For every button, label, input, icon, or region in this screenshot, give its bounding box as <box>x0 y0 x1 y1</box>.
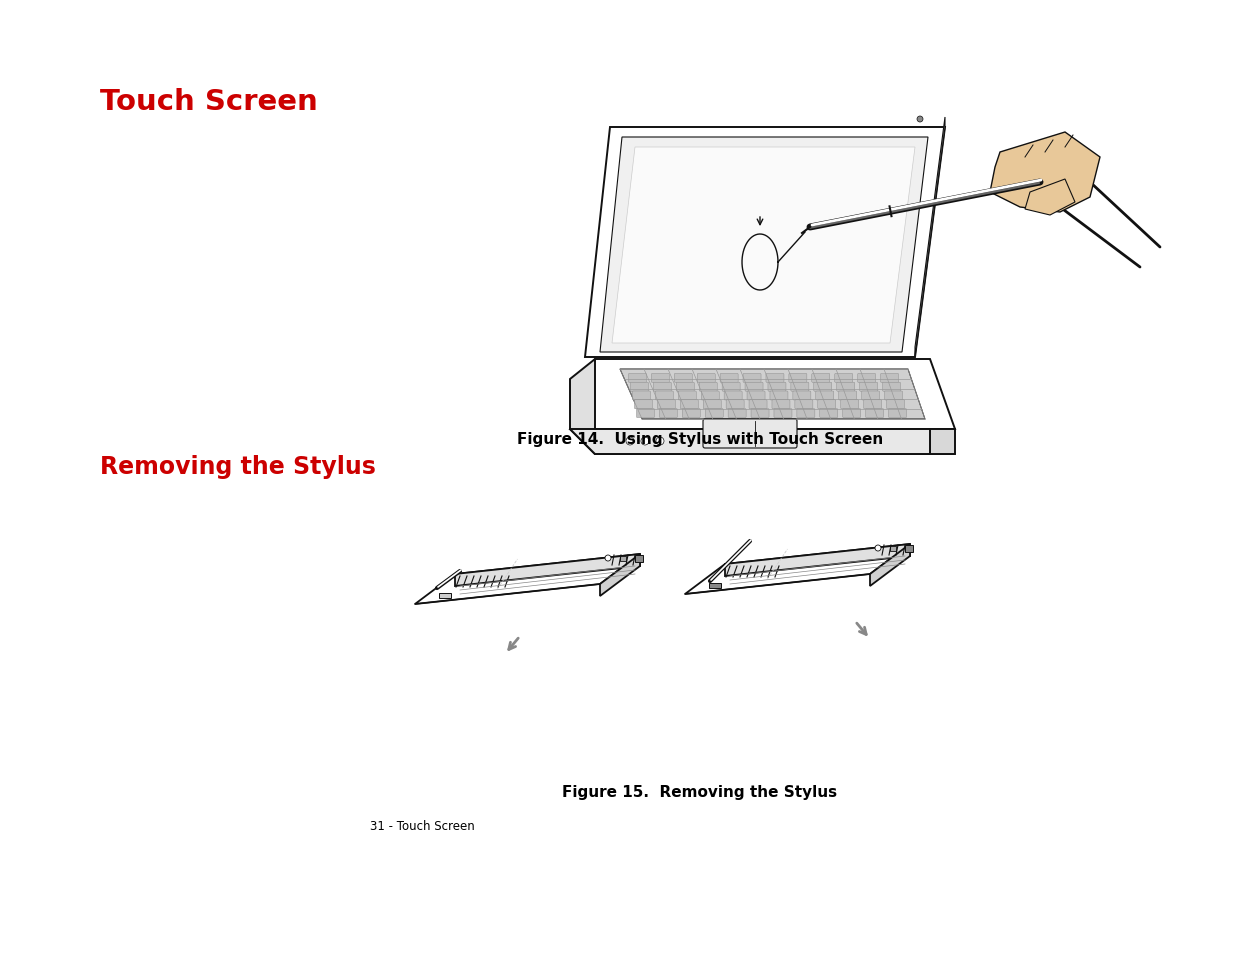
FancyBboxPatch shape <box>678 392 697 400</box>
FancyBboxPatch shape <box>797 409 815 418</box>
FancyBboxPatch shape <box>680 400 698 410</box>
FancyBboxPatch shape <box>743 374 761 383</box>
FancyBboxPatch shape <box>841 400 858 410</box>
Polygon shape <box>620 370 925 419</box>
FancyBboxPatch shape <box>774 409 792 418</box>
Polygon shape <box>613 148 915 344</box>
Text: Touch Screen: Touch Screen <box>100 88 317 116</box>
Text: Figure 15.  Removing the Stylus: Figure 15. Removing the Stylus <box>562 784 837 800</box>
FancyBboxPatch shape <box>881 374 899 383</box>
FancyBboxPatch shape <box>659 409 677 418</box>
Polygon shape <box>990 132 1100 213</box>
FancyBboxPatch shape <box>863 400 882 410</box>
FancyBboxPatch shape <box>720 374 739 383</box>
Text: 31 - Touch Screen: 31 - Touch Screen <box>370 820 474 832</box>
Polygon shape <box>930 430 955 455</box>
FancyBboxPatch shape <box>814 383 832 392</box>
FancyBboxPatch shape <box>709 583 721 588</box>
FancyBboxPatch shape <box>630 383 648 392</box>
Polygon shape <box>869 544 910 586</box>
FancyBboxPatch shape <box>747 392 764 400</box>
FancyBboxPatch shape <box>888 409 906 418</box>
FancyBboxPatch shape <box>772 400 790 410</box>
Polygon shape <box>585 128 945 357</box>
Circle shape <box>918 117 923 123</box>
FancyBboxPatch shape <box>905 545 913 553</box>
Text: Removing the Stylus: Removing the Stylus <box>100 455 375 478</box>
FancyBboxPatch shape <box>816 392 834 400</box>
FancyBboxPatch shape <box>866 409 883 418</box>
FancyBboxPatch shape <box>677 383 694 392</box>
FancyBboxPatch shape <box>674 374 693 383</box>
Polygon shape <box>571 359 595 455</box>
FancyBboxPatch shape <box>438 594 451 598</box>
FancyBboxPatch shape <box>795 400 813 410</box>
Polygon shape <box>685 544 910 595</box>
FancyBboxPatch shape <box>651 374 669 383</box>
FancyBboxPatch shape <box>883 383 900 392</box>
FancyBboxPatch shape <box>632 392 651 400</box>
FancyBboxPatch shape <box>820 409 837 418</box>
FancyBboxPatch shape <box>636 409 655 418</box>
FancyBboxPatch shape <box>766 374 784 383</box>
Circle shape <box>641 437 650 446</box>
FancyBboxPatch shape <box>635 556 643 562</box>
Circle shape <box>656 437 664 446</box>
Polygon shape <box>571 430 955 455</box>
FancyBboxPatch shape <box>836 383 855 392</box>
FancyBboxPatch shape <box>790 383 809 392</box>
Polygon shape <box>454 555 640 586</box>
Polygon shape <box>571 359 955 430</box>
Circle shape <box>626 437 634 446</box>
FancyBboxPatch shape <box>722 383 740 392</box>
FancyBboxPatch shape <box>682 409 700 418</box>
Polygon shape <box>415 555 640 604</box>
FancyBboxPatch shape <box>884 392 903 400</box>
FancyBboxPatch shape <box>768 383 785 392</box>
FancyBboxPatch shape <box>835 374 852 383</box>
FancyBboxPatch shape <box>635 400 652 410</box>
Circle shape <box>876 545 881 552</box>
Circle shape <box>605 556 611 561</box>
FancyBboxPatch shape <box>769 392 788 400</box>
FancyBboxPatch shape <box>705 409 724 418</box>
FancyBboxPatch shape <box>887 400 904 410</box>
FancyBboxPatch shape <box>750 400 767 410</box>
FancyBboxPatch shape <box>890 546 897 552</box>
Polygon shape <box>1025 180 1074 215</box>
Polygon shape <box>915 118 945 357</box>
FancyBboxPatch shape <box>860 383 878 392</box>
FancyBboxPatch shape <box>842 409 861 418</box>
FancyBboxPatch shape <box>818 400 836 410</box>
FancyBboxPatch shape <box>703 400 721 410</box>
Polygon shape <box>600 138 927 353</box>
FancyBboxPatch shape <box>629 374 646 383</box>
FancyBboxPatch shape <box>653 383 672 392</box>
FancyBboxPatch shape <box>811 374 830 383</box>
Polygon shape <box>571 430 930 455</box>
FancyBboxPatch shape <box>789 374 806 383</box>
FancyBboxPatch shape <box>620 557 626 561</box>
FancyBboxPatch shape <box>724 392 742 400</box>
FancyBboxPatch shape <box>862 392 879 400</box>
FancyBboxPatch shape <box>701 392 719 400</box>
FancyBboxPatch shape <box>699 383 718 392</box>
FancyBboxPatch shape <box>745 383 763 392</box>
FancyBboxPatch shape <box>657 400 676 410</box>
FancyBboxPatch shape <box>698 374 715 383</box>
FancyBboxPatch shape <box>729 409 746 418</box>
Polygon shape <box>725 544 910 577</box>
FancyBboxPatch shape <box>839 392 857 400</box>
FancyBboxPatch shape <box>793 392 811 400</box>
FancyBboxPatch shape <box>857 374 876 383</box>
FancyBboxPatch shape <box>703 419 797 449</box>
FancyBboxPatch shape <box>726 400 745 410</box>
Polygon shape <box>600 555 640 597</box>
FancyBboxPatch shape <box>656 392 673 400</box>
FancyBboxPatch shape <box>751 409 769 418</box>
Text: Figure 14.  Using Stylus with Touch Screen: Figure 14. Using Stylus with Touch Scree… <box>517 432 883 447</box>
